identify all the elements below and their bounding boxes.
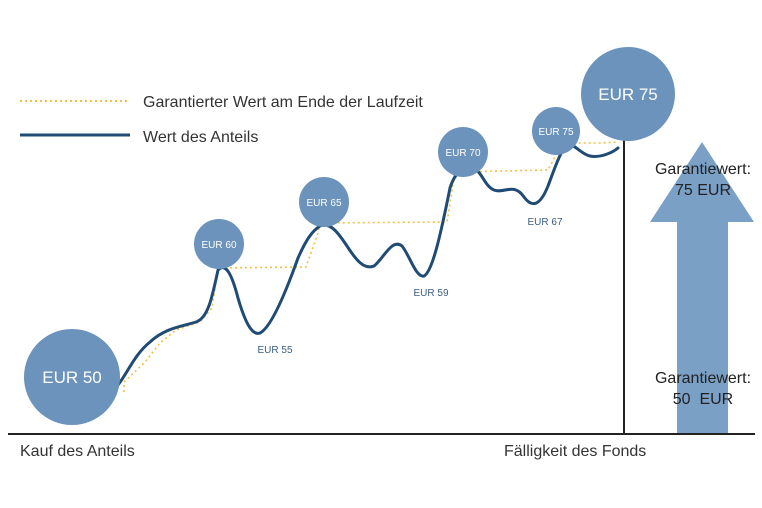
peak-circle [581, 47, 675, 141]
peak-circle [299, 177, 349, 227]
trough-label-eur-55: EUR 55 [257, 345, 292, 356]
guarantee-arrow [650, 142, 754, 434]
trough-label-eur-67: EUR 67 [527, 217, 562, 228]
legend-value-label: Wert des Anteils [143, 129, 258, 146]
peak-label: EUR 50 [42, 368, 102, 387]
peak-label: EUR 75 [538, 127, 573, 138]
peak-label: EUR 70 [445, 148, 480, 159]
axis-start-label: Kauf des Anteils [20, 443, 135, 460]
guarantee-bottom-label-line1: Garantiewert: [655, 370, 751, 387]
peak-eur-50: EUR 50 [24, 329, 120, 425]
guarantee-top-label-line1: Garantiewert: [655, 161, 751, 178]
guarantee-top-label-line2: 75 EUR [675, 182, 731, 199]
legend: Garantierter Wert am Ende der Laufzeit W… [20, 94, 423, 146]
peak-label: EUR 65 [306, 198, 341, 209]
peak-label: EUR 60 [201, 240, 236, 251]
peak-circle [24, 329, 120, 425]
peak-eur-75-large: EUR 75 [581, 47, 675, 141]
share-value-line [116, 143, 620, 387]
trough-label-eur-59: EUR 59 [413, 288, 448, 299]
peak-eur-65: EUR 65 [299, 177, 349, 227]
axis-maturity-label: Fälligkeit des Fonds [504, 443, 646, 460]
legend-guaranteed-label: Garantierter Wert am Ende der Laufzeit [143, 94, 423, 111]
peak-circle [194, 219, 244, 269]
guaranteed-value-line [123, 141, 619, 392]
peak-eur-70: EUR 70 [438, 127, 488, 177]
peak-circle [532, 107, 580, 155]
guarantee-bottom-label-line2: 50 EUR [673, 391, 733, 408]
peak-label: EUR 75 [598, 85, 658, 104]
peak-eur-75-small: EUR 75 [532, 107, 580, 155]
peak-circle [438, 127, 488, 177]
peak-eur-60: EUR 60 [194, 219, 244, 269]
